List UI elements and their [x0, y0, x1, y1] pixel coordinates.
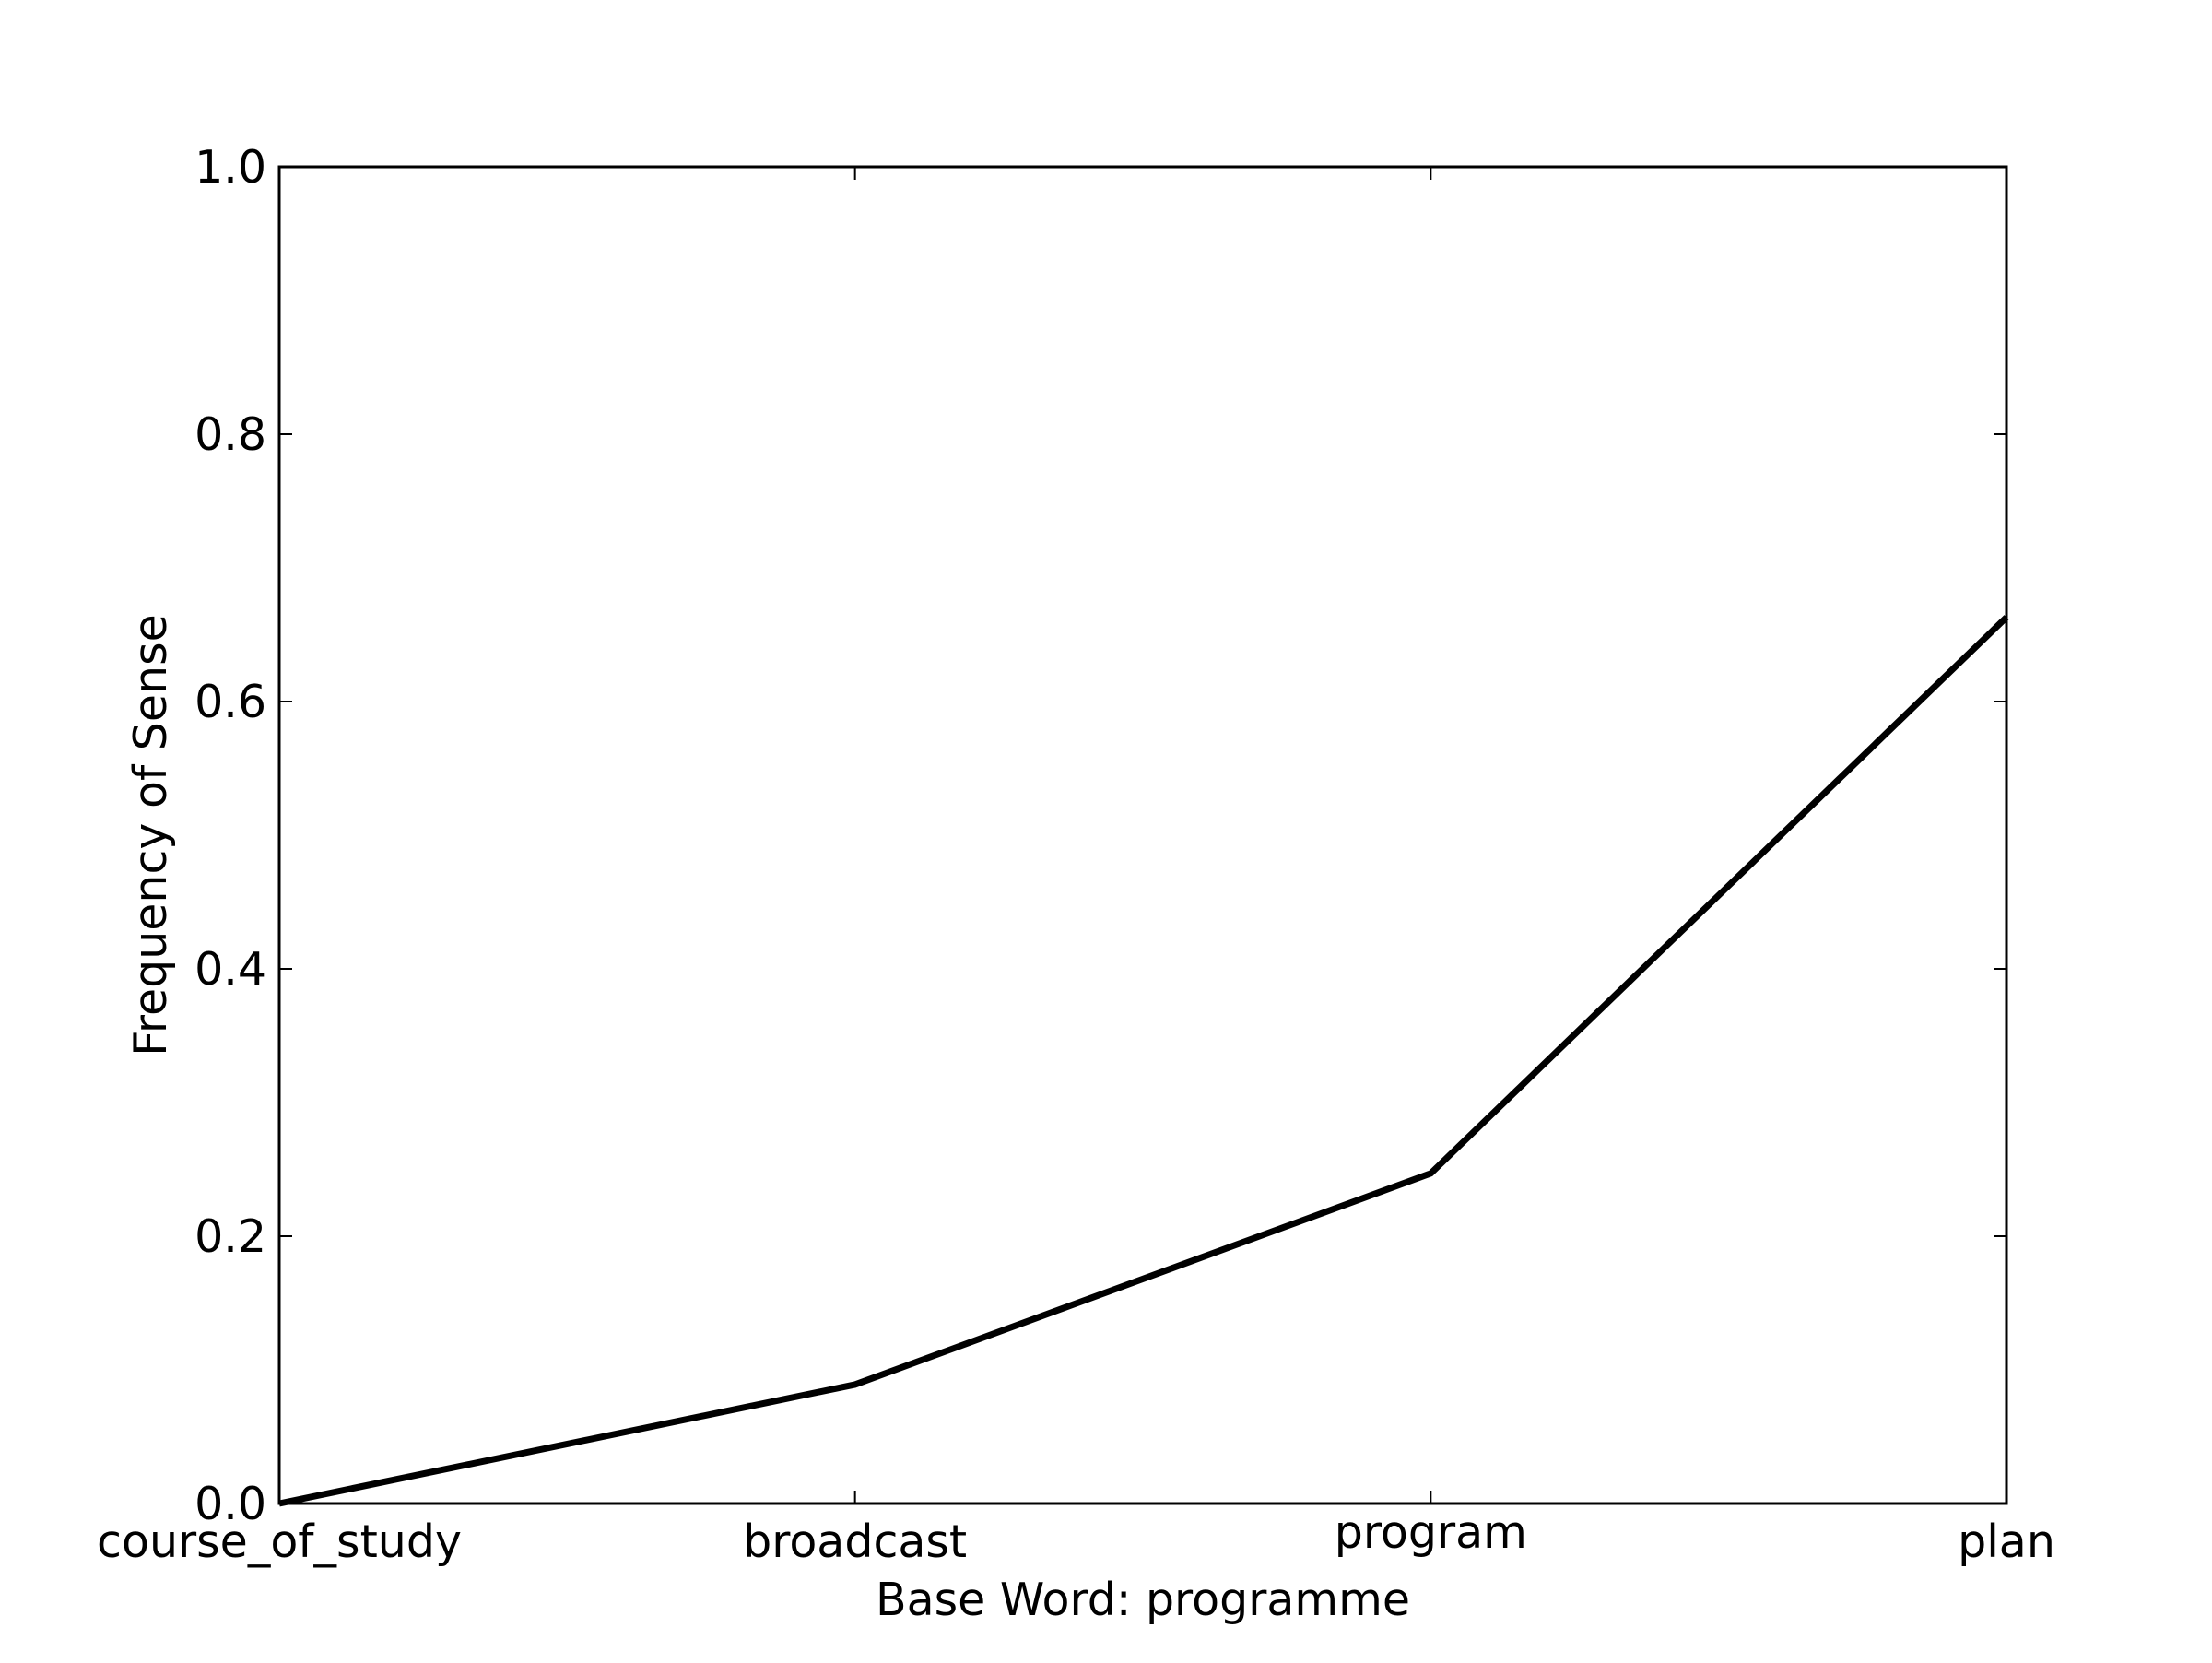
y-tick-label: 0.8 — [194, 408, 266, 461]
series-line — [278, 615, 2009, 1507]
tick-labels: 0.0 0.2 0.4 0.6 0.8 1.0 course_of_study broadca… — [97, 141, 2055, 1568]
y-tick-label: 1.0 — [194, 141, 266, 194]
x-tick-label: program — [1335, 1506, 1527, 1559]
x-axis-label: Base Word: programme — [876, 1574, 1410, 1626]
y-tick-label: 0.0 — [194, 1478, 266, 1530]
x-tick-label: course_of_study — [97, 1516, 462, 1568]
x-tick-label: plan — [1958, 1516, 2055, 1568]
y-tick-label: 0.4 — [194, 943, 266, 996]
x-tick-label: broadcast — [743, 1516, 967, 1568]
y-tick-label: 0.2 — [194, 1210, 266, 1263]
plot-area-frame — [277, 165, 2008, 1505]
y-axis-label: Frequency of Sense — [124, 614, 177, 1056]
y-tick-label: 0.6 — [194, 676, 266, 728]
series-layer — [278, 615, 2009, 1507]
